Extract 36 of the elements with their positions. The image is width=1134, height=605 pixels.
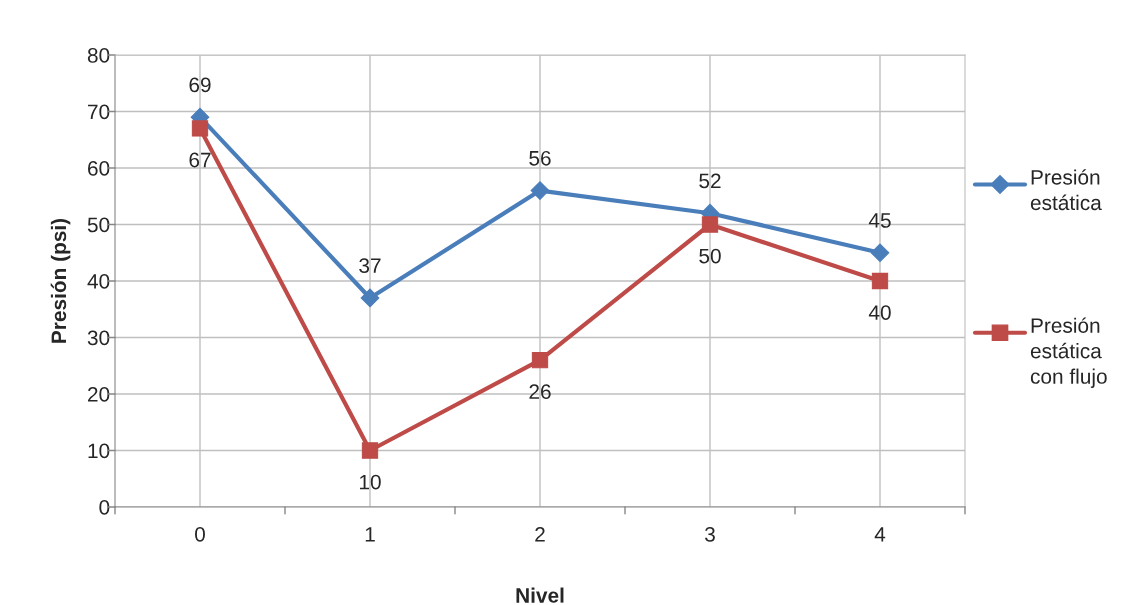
x-tick-label: 3 [705,526,715,542]
data-label: 40 [868,305,891,320]
data-label: 26 [529,384,551,400]
point [531,351,549,369]
point [360,288,380,308]
legend-label: Presión estática [1030,169,1102,211]
point [701,216,719,233]
point [191,120,209,137]
data-label: 37 [359,258,381,273]
data-label: 50 [699,248,721,264]
y-tick-label: 20 [88,387,110,402]
y-tick-label: 0 [99,500,110,515]
x-tick-label: 2 [535,526,545,542]
x-axis-title: Nivel [516,587,564,603]
data-label: 69 [189,77,211,93]
data-label: 52 [699,173,721,189]
y-tick-label: 80 [87,48,110,63]
data-label: 67 [189,152,211,168]
x-tick-label: 0 [195,526,205,542]
y-tick-label: 10 [88,443,110,459]
legend-label: Presión estática con flujo [1030,317,1107,388]
data-label: 45 [868,213,891,228]
y-axis-title: Presión (psi) [50,218,71,343]
data-label: 10 [360,474,381,490]
point [361,442,379,459]
x-tick-label: 1 [365,527,375,542]
y-tick-label: 30 [87,330,110,346]
x-tick-label: 4 [874,527,886,542]
point [530,181,550,200]
data-label: 56 [529,150,551,166]
y-tick-label: 70 [88,104,110,120]
y-tick-label: 50 [87,217,110,233]
point [871,272,889,290]
point [870,243,890,263]
y-tick-label: 60 [88,161,110,176]
y-tick-label: 40 [87,274,110,289]
